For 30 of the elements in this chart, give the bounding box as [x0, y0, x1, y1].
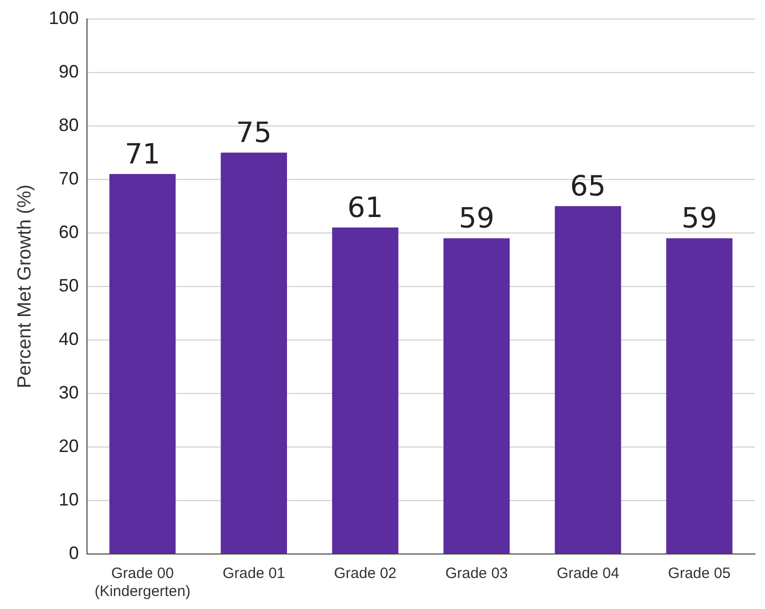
y-tick-label: 60	[58, 222, 79, 242]
bar	[220, 152, 288, 554]
x-tick-label: Grade 03	[445, 565, 508, 582]
data-label: 65	[570, 169, 606, 202]
x-tick-label: Grade 01	[222, 565, 286, 582]
data-label: 75	[236, 116, 272, 149]
bar	[109, 174, 176, 554]
y-axis-title: Percent Met Growth (%)	[14, 184, 36, 388]
y-tick-label: 70	[58, 168, 79, 188]
data-label: 61	[347, 190, 384, 224]
x-tick-label: Grade 04	[556, 565, 620, 582]
y-tick-label: 100	[48, 8, 79, 28]
data-label: 59	[458, 202, 494, 235]
x-tick-label: Grade 02	[334, 565, 397, 582]
data-label: 59	[682, 202, 718, 235]
y-tick-label: 90	[58, 61, 79, 82]
y-tick-label: 0	[68, 542, 79, 563]
y-tick-label: 10	[58, 489, 79, 510]
bar	[554, 206, 622, 554]
bar	[443, 238, 510, 554]
bar	[666, 238, 732, 554]
data-label: 71	[124, 137, 160, 170]
x-tick-label: Grade 05	[668, 565, 731, 582]
bar	[332, 228, 398, 554]
y-tick-label: 20	[58, 436, 79, 456]
y-tick-label: 80	[58, 114, 79, 135]
y-tick-label: 50	[58, 275, 79, 296]
y-tick-label: 40	[58, 328, 79, 349]
x-tick-label: Grade 00 (Kindergerten)	[94, 565, 190, 600]
y-tick-label: 30	[58, 382, 79, 402]
